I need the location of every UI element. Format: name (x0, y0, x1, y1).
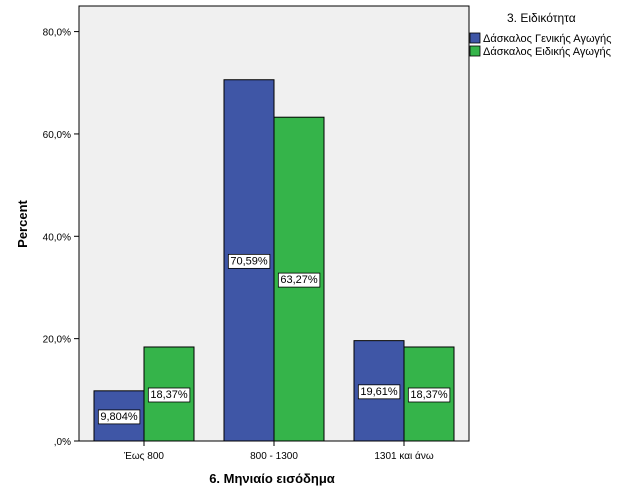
x-tick-label: 800 - 1300 (250, 451, 298, 462)
data-labels: 9,804% 18,37% 70,59% 63,27% 19,61% 18,37% (97, 253, 451, 425)
data-label: 18,37% (150, 389, 188, 401)
y-tick-label: 40,0% (43, 232, 71, 243)
data-label: 63,27% (280, 274, 318, 286)
data-label-box (407, 387, 451, 403)
data-label-box (147, 387, 191, 403)
y-tick-label: 60,0% (43, 130, 71, 141)
legend-swatch-general (469, 32, 481, 44)
data-label: 70,59% (230, 255, 268, 267)
x-tick-label: Έως 800 (123, 451, 164, 462)
data-label: 9,804% (100, 411, 138, 423)
data-label-box (357, 384, 401, 400)
y-axis: ,0% 20,0% 40,0% 60,0% 80,0% (43, 28, 79, 448)
x-tick-label: 1301 και άνω (374, 450, 433, 462)
y-tick-label: 20,0% (43, 335, 71, 346)
legend-swatch-special (469, 45, 481, 57)
legend-label-special: Δάσκαλος Ειδικής Αγωγής (483, 46, 611, 58)
data-label: 18,37% (410, 389, 448, 401)
data-label-box (277, 272, 321, 288)
legend-label-general: Δάσκαλος Γενικής Αγωγής (483, 33, 611, 45)
x-axis-title: 6. Μηνιαίο εισόδημα (209, 471, 335, 486)
data-label-box (97, 409, 141, 425)
legend: 3. Ειδικότητα Δάσκαλος Γενικής Αγωγής Δά… (469, 11, 611, 58)
y-tick-label: 80,0% (43, 28, 71, 39)
legend-title: 3. Ειδικότητα (507, 11, 576, 25)
y-axis-title: Percent (15, 199, 30, 247)
data-label-box (227, 253, 271, 269)
data-label: 19,61% (360, 386, 398, 398)
y-tick-label: ,0% (54, 437, 71, 448)
x-axis: Έως 800 800 - 1300 1301 και άνω (123, 441, 434, 462)
